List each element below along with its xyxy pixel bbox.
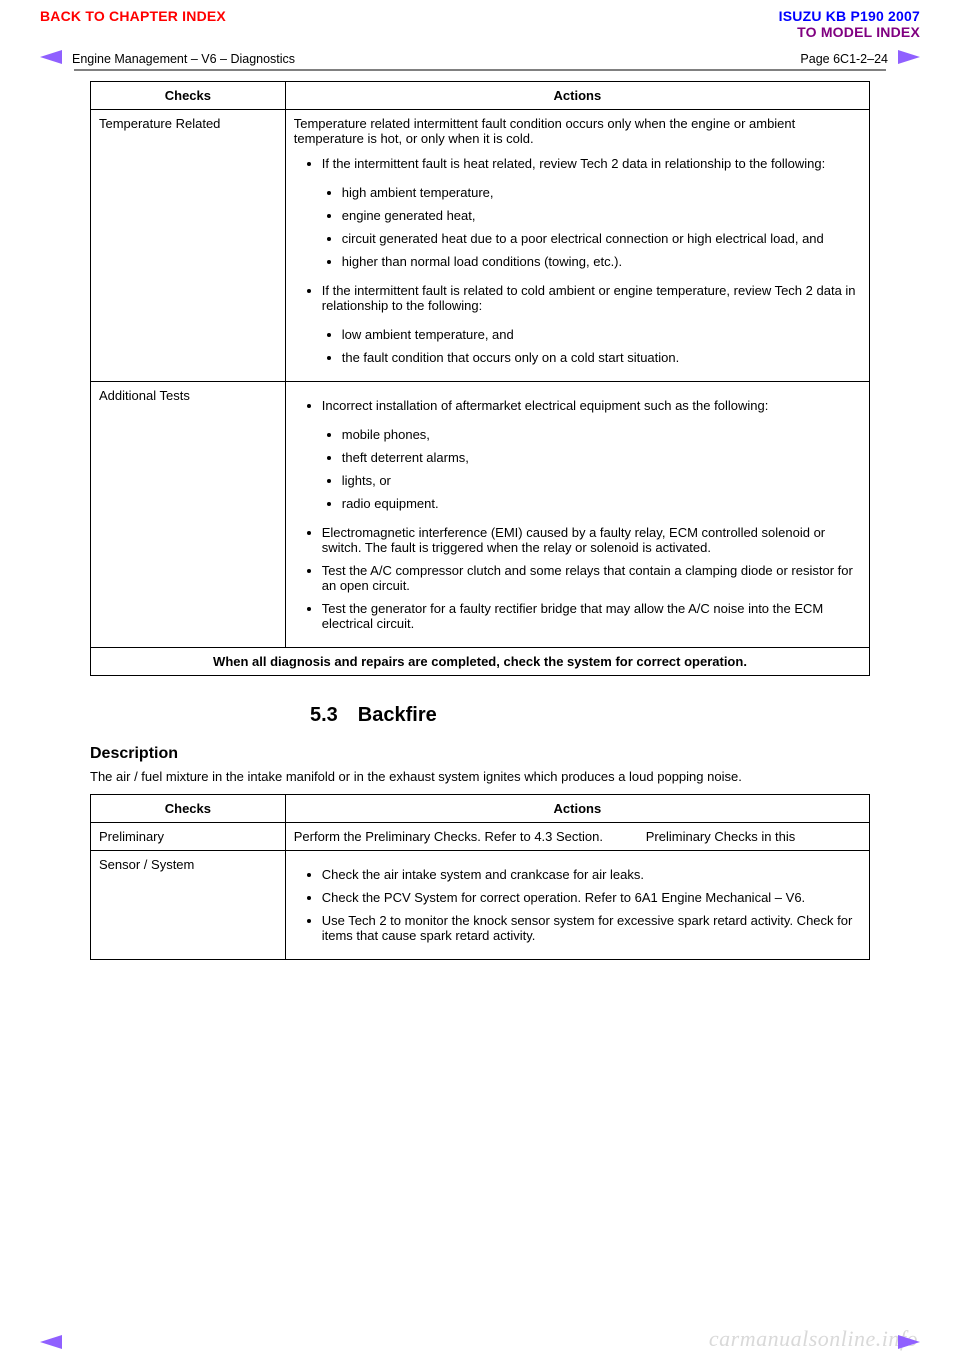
bottom-nav	[40, 1335, 920, 1352]
checks-cell: Sensor / System	[91, 851, 286, 960]
table-header-row: Checks Actions	[91, 82, 870, 110]
checks-table-1: Checks Actions Temperature Related Tempe…	[90, 81, 870, 676]
intro-text: Temperature related intermittent fault c…	[294, 116, 861, 146]
actions-cell: Check the air intake system and crankcas…	[285, 851, 869, 960]
list-item: low ambient temperature, and	[342, 323, 861, 346]
to-model-index-link[interactable]: TO MODEL INDEX	[779, 24, 920, 40]
main-content: Checks Actions Temperature Related Tempe…	[90, 81, 870, 960]
list-item: Check the air intake system and crankcas…	[322, 863, 861, 886]
table-footer: When all diagnosis and repairs are compl…	[91, 648, 870, 676]
next-page-arrow-icon[interactable]	[898, 1335, 920, 1352]
list-item: Use Tech 2 to monitor the knock sensor s…	[322, 909, 861, 947]
actions-cell: Incorrect installation of aftermarket el…	[285, 382, 869, 648]
header-divider	[74, 69, 886, 71]
table-row: Preliminary Perform the Preliminary Chec…	[91, 823, 870, 851]
col-header-checks: Checks	[91, 795, 286, 823]
col-header-actions: Actions	[285, 795, 869, 823]
checks-cell: Additional Tests	[91, 382, 286, 648]
top-link-bar: BACK TO CHAPTER INDEX ISUZU KB P190 2007…	[40, 8, 920, 40]
prelim-left: Perform the Preliminary Checks. Refer to…	[294, 829, 606, 844]
actions-cell: Temperature related intermittent fault c…	[285, 110, 869, 382]
checks-cell: Preliminary	[91, 823, 286, 851]
prev-page-arrow-icon[interactable]	[40, 50, 62, 67]
back-to-chapter-link[interactable]: BACK TO CHAPTER INDEX	[40, 8, 226, 24]
header-left: Engine Management – V6 – Diagnostics	[72, 52, 295, 66]
list-item: engine generated heat,	[342, 204, 861, 227]
subheading-description: Description	[90, 745, 870, 763]
list-item: the fault condition that occurs only on …	[342, 346, 861, 369]
section-title: 5.3 Backfire	[310, 704, 870, 727]
list-item: higher than normal load conditions (towi…	[342, 250, 861, 273]
table-row: Sensor / System Check the air intake sys…	[91, 851, 870, 960]
header-right: Page 6C1-2–24	[800, 52, 888, 66]
list-item: Incorrect installation of aftermarket el…	[322, 394, 861, 417]
list-item: If the intermittent fault is heat relate…	[322, 152, 861, 175]
model-title-link[interactable]: ISUZU KB P190 2007	[779, 8, 920, 24]
list-item: circuit generated heat due to a poor ele…	[342, 227, 861, 250]
header-row: Engine Management – V6 – Diagnostics Pag…	[40, 50, 920, 67]
list-item: lights, or	[342, 469, 861, 492]
col-header-actions: Actions	[285, 82, 869, 110]
list-item: theft deterrent alarms,	[342, 446, 861, 469]
checks-cell: Temperature Related	[91, 110, 286, 382]
list-item: Test the generator for a faulty rectifie…	[322, 597, 861, 635]
checks-table-2: Checks Actions Preliminary Perform the P…	[90, 794, 870, 960]
table-footer-row: When all diagnosis and repairs are compl…	[91, 648, 870, 676]
table-row: Additional Tests Incorrect installation …	[91, 382, 870, 648]
list-item: Check the PCV System for correct operati…	[322, 886, 861, 909]
col-header-checks: Checks	[91, 82, 286, 110]
list-item: high ambient temperature,	[342, 181, 861, 204]
description-text: The air / fuel mixture in the intake man…	[90, 769, 870, 784]
list-item: If the intermittent fault is related to …	[322, 279, 861, 317]
table-header-row: Checks Actions	[91, 795, 870, 823]
table-row: Temperature Related Temperature related …	[91, 110, 870, 382]
actions-cell: Perform the Preliminary Checks. Refer to…	[285, 823, 869, 851]
list-item: Electromagnetic interference (EMI) cause…	[322, 521, 861, 559]
prelim-right: Preliminary Checks in this	[646, 829, 796, 844]
list-item: mobile phones,	[342, 423, 861, 446]
list-item: radio equipment.	[342, 492, 861, 515]
next-page-arrow-icon[interactable]	[898, 50, 920, 67]
prev-page-arrow-icon[interactable]	[40, 1335, 62, 1352]
list-item: Test the A/C compressor clutch and some …	[322, 559, 861, 597]
